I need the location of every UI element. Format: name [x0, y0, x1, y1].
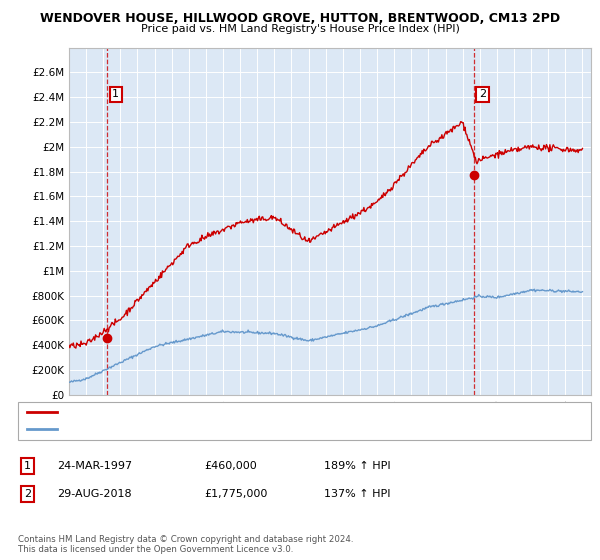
Text: £460,000: £460,000	[204, 461, 257, 471]
Text: 1: 1	[112, 90, 119, 100]
Text: 189% ↑ HPI: 189% ↑ HPI	[324, 461, 391, 471]
Text: £1,775,000: £1,775,000	[204, 489, 268, 499]
Text: Contains HM Land Registry data © Crown copyright and database right 2024.
This d: Contains HM Land Registry data © Crown c…	[18, 535, 353, 554]
Text: 2: 2	[24, 489, 31, 499]
Text: 29-AUG-2018: 29-AUG-2018	[57, 489, 131, 499]
Text: WENDOVER HOUSE, HILLWOOD GROVE, HUTTON, BRENTWOOD, CM13 2PD: WENDOVER HOUSE, HILLWOOD GROVE, HUTTON, …	[40, 12, 560, 25]
Text: 137% ↑ HPI: 137% ↑ HPI	[324, 489, 391, 499]
Text: WENDOVER HOUSE, HILLWOOD GROVE, HUTTON, BRENTWOOD, CM13 2PD (detached ho: WENDOVER HOUSE, HILLWOOD GROVE, HUTTON, …	[60, 407, 504, 417]
Text: 1: 1	[24, 461, 31, 471]
Text: 2: 2	[479, 90, 486, 100]
Text: 24-MAR-1997: 24-MAR-1997	[57, 461, 132, 471]
Text: Price paid vs. HM Land Registry's House Price Index (HPI): Price paid vs. HM Land Registry's House …	[140, 24, 460, 34]
Text: HPI: Average price, detached house, Brentwood: HPI: Average price, detached house, Bren…	[60, 424, 298, 434]
